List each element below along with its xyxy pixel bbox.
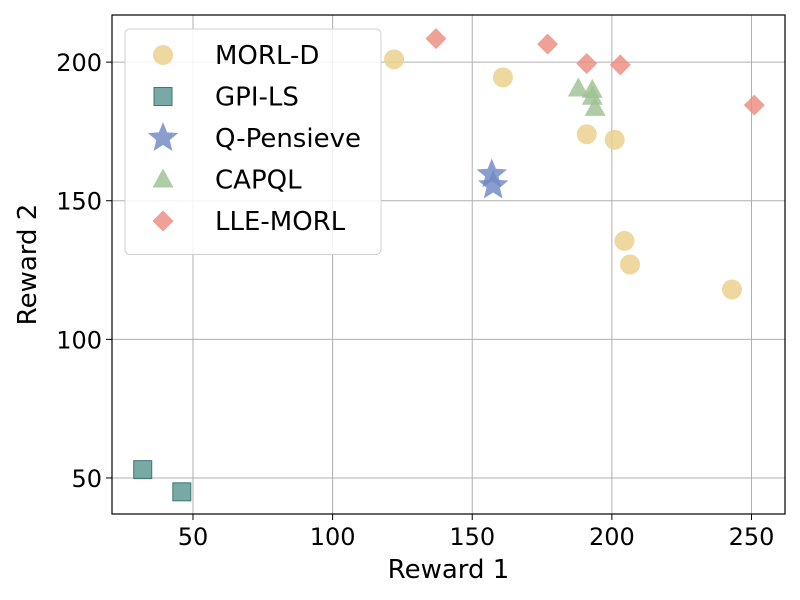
legend-marker-capql: [152, 168, 174, 188]
legend-label-capql: CAPQL: [215, 166, 302, 196]
lle-morl-point: [609, 54, 631, 76]
data-points: [133, 28, 765, 502]
q-pensieve-point: [476, 158, 507, 188]
morl-d-point: [620, 254, 641, 275]
legend-marker-q-pensieve: [147, 122, 179, 151]
y-axis-label: Reward 2: [13, 204, 43, 326]
legend-label-q-pensieve: Q-Pensieve: [215, 124, 361, 154]
legend-marker-morl-d: [153, 45, 173, 65]
y-tick-label: 150: [56, 188, 102, 216]
x-axis-label: Reward 1: [388, 555, 510, 585]
capql-point: [584, 96, 606, 116]
legend-box: [124, 28, 382, 255]
lle-morl-point: [743, 94, 765, 116]
axis-ticks: 50 100 150 200 250 50 100 150 200: [56, 49, 774, 551]
morl-d-point: [721, 279, 742, 300]
legend-label-lle-morl: LLE-MORL: [215, 207, 346, 237]
legend-label-morl-d: MORL-D: [215, 41, 319, 71]
series-q-pensieve: [476, 158, 509, 199]
y-tick-label: 100: [56, 326, 102, 354]
series-lle-morl: [425, 28, 765, 116]
series-morl-d: [384, 49, 742, 300]
lle-morl-point: [537, 33, 559, 55]
x-tick-label: 150: [449, 523, 495, 551]
x-tick-label: 250: [729, 523, 775, 551]
y-tick-label: 50: [71, 465, 102, 493]
series-capql: [567, 77, 606, 116]
morl-d-point: [384, 49, 405, 70]
morl-d-point: [604, 129, 625, 150]
capql-point: [581, 85, 603, 105]
legend-marker-gpi-ls: [153, 87, 173, 106]
gpi-ls-point: [133, 460, 153, 480]
morl-d-point: [576, 124, 597, 145]
q-pensieve-point: [477, 169, 509, 199]
morl-d-point: [492, 67, 513, 88]
gpi-ls-point: [172, 482, 192, 502]
legend-label-gpi-ls: GPI-LS: [215, 83, 299, 113]
lle-morl-point: [425, 28, 447, 50]
series-gpi-ls: [133, 460, 192, 502]
plot-frame: [111, 14, 786, 515]
lle-morl-point: [576, 53, 598, 75]
morl-d-point: [614, 230, 635, 251]
capql-point: [567, 77, 589, 97]
x-tick-label: 50: [178, 523, 209, 551]
legend-marker-lle-morl: [152, 210, 174, 232]
x-tick-label: 100: [310, 523, 356, 551]
y-tick-label: 200: [56, 49, 102, 77]
x-tick-label: 200: [589, 523, 635, 551]
legend: MORL-D GPI-LS Q-Pensieve CAPQL LLE-MORL: [124, 28, 382, 255]
